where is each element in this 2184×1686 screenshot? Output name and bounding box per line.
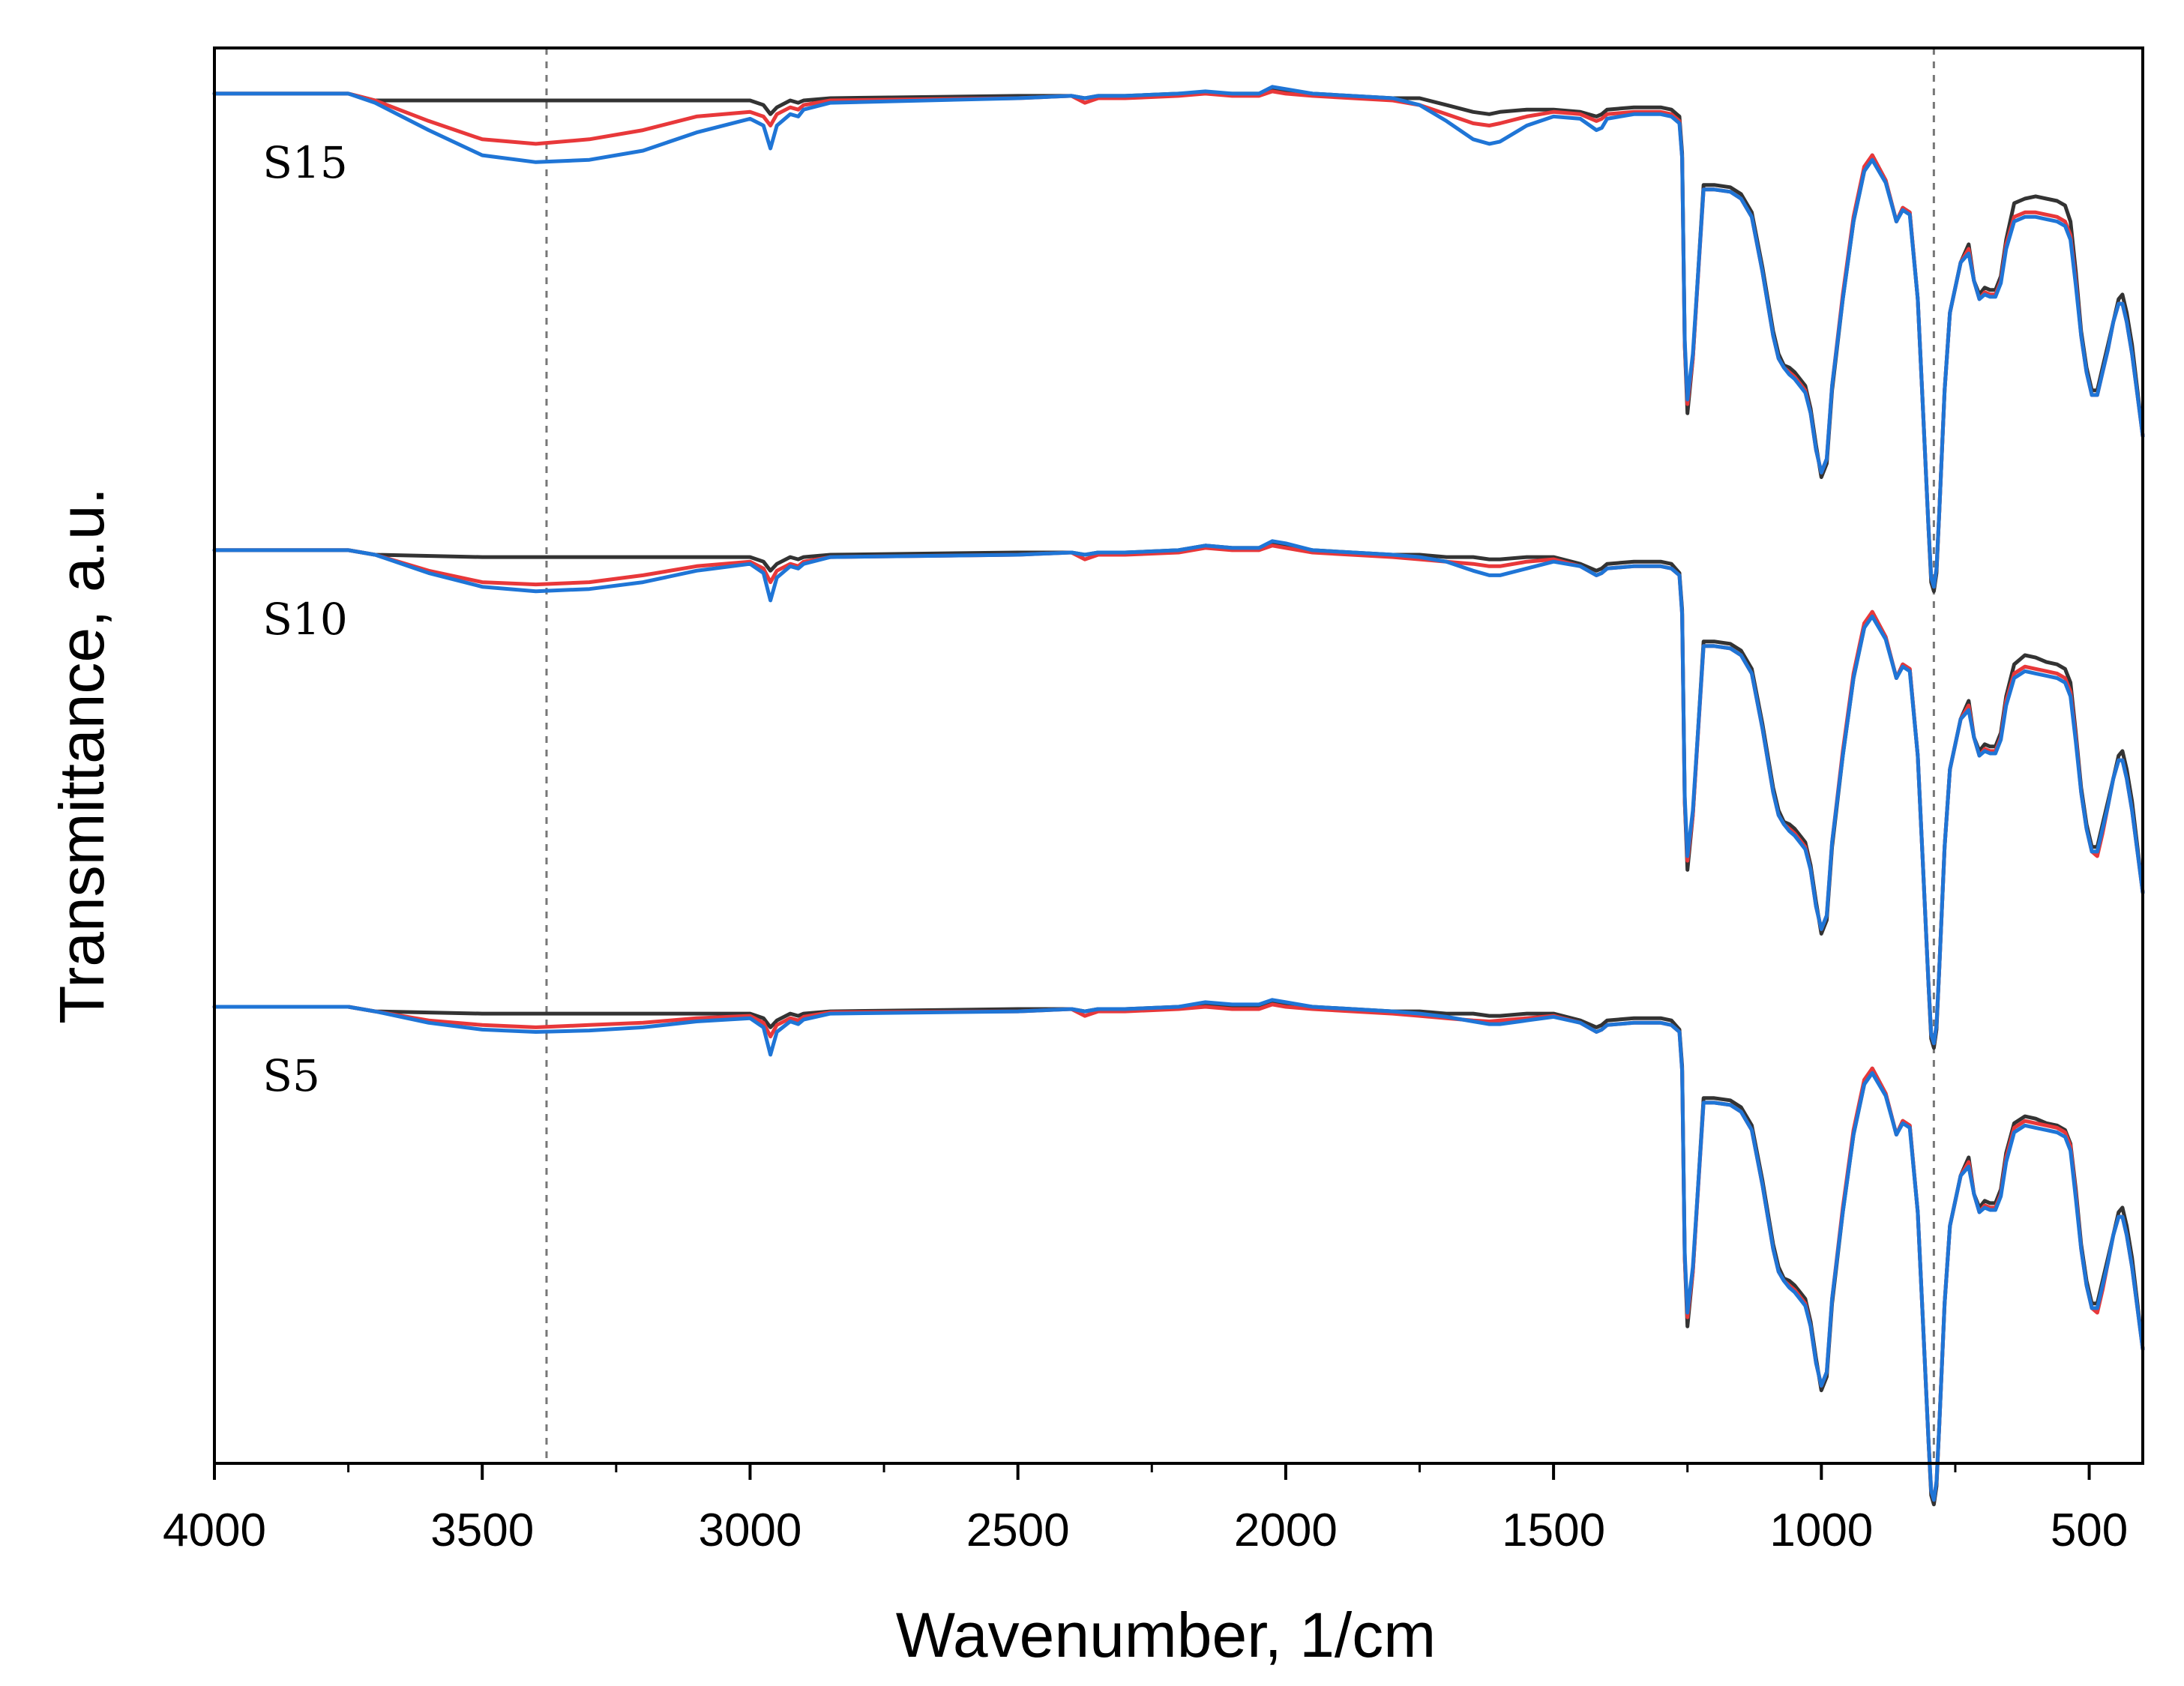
sample-labels: S15 S10 S5 xyxy=(262,137,348,1101)
group-s5 xyxy=(212,998,2145,1507)
sample-label-s5: S5 xyxy=(262,1050,320,1101)
s15-trace-3-line xyxy=(212,85,2145,589)
x-tick-label: 4000 xyxy=(163,1505,266,1556)
x-tick-label: 3000 xyxy=(698,1505,801,1556)
x-tick-label: 1000 xyxy=(1769,1505,1873,1556)
x-tick-label: 1500 xyxy=(1502,1505,1605,1556)
plot-area: S15 S10 S5 xyxy=(212,48,2145,1507)
x-tick-label: 2500 xyxy=(966,1505,1070,1556)
sample-label-s15: S15 xyxy=(262,137,348,188)
x-tick-label: 500 xyxy=(2051,1505,2128,1556)
s10-trace-3-line xyxy=(212,539,2145,1046)
group-s10 xyxy=(212,539,2145,1050)
x-tick-label: 2000 xyxy=(1234,1505,1338,1556)
x-axis-title: Wavenumber, 1/cm xyxy=(896,1600,1436,1670)
x-axis-ticks xyxy=(213,1463,2091,1480)
spectra-traces xyxy=(212,85,2145,1507)
plot-frame xyxy=(213,46,2144,1465)
x-axis-tick-labels: 4000 3500 3000 2500 2000 1500 1000 500 xyxy=(163,1505,2128,1556)
x-tick-label: 3500 xyxy=(430,1505,534,1556)
s5-trace-3-line xyxy=(212,998,2145,1502)
sample-label-s10: S10 xyxy=(262,594,348,645)
reference-lines xyxy=(545,48,1935,1463)
group-s15 xyxy=(212,85,2145,594)
y-axis-title: Transmittance, a.u. xyxy=(46,487,117,1024)
